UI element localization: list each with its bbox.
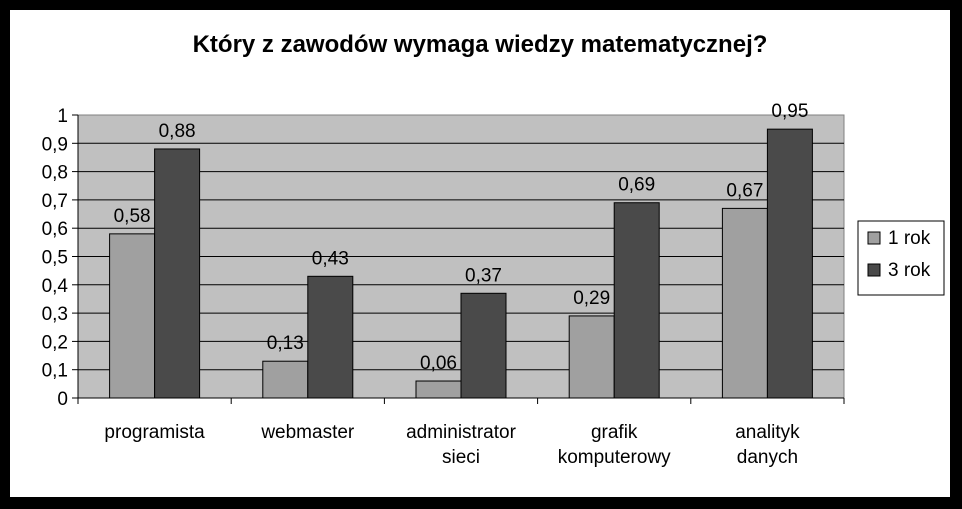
y-tick-label: 0,1 (42, 361, 68, 382)
y-tick-label: 1 (57, 106, 68, 127)
bar-1-rok (415, 380, 462, 399)
bar-chart: Który z zawodów wymaga wiedzy matematycz… (42, 31, 945, 468)
bar-3-rok (460, 292, 507, 399)
chart-area: Który z zawodów wymaga wiedzy matematycz… (10, 10, 950, 497)
bar-3-rok (154, 148, 201, 399)
data-label: 0,13 (267, 333, 304, 354)
x-category-label: grafik (591, 422, 638, 443)
y-tick-label: 0,6 (42, 219, 68, 240)
bar-3-rok (766, 128, 813, 399)
y-tick-label: 0,4 (42, 276, 69, 297)
y-tick-label: 0,2 (42, 332, 68, 353)
x-category-label: danych (737, 447, 798, 468)
y-tick-label: 0,7 (42, 191, 68, 212)
data-labels: 0,58 0,88 0,13 0,43 0,06 0,37 0,29 0,69 0,67 0,95 (114, 101, 809, 374)
y-tick-label: 0,3 (42, 304, 68, 325)
data-label: 0,95 (771, 101, 808, 122)
data-label: 0,43 (312, 248, 349, 269)
data-label: 0,69 (618, 175, 655, 196)
y-axis: 0 0,1 0,2 0,3 0,4 0,5 0,6 0,7 0,8 0,9 1 (42, 106, 79, 410)
legend-label: 1 rok (888, 228, 931, 249)
x-category-label: administrator (406, 422, 516, 443)
bar-3-rok (307, 275, 354, 399)
bar-1-rok (721, 207, 768, 399)
data-label: 0,37 (465, 265, 502, 286)
x-category-label: webmaster (260, 422, 355, 443)
bars (109, 128, 813, 399)
x-axis: programista webmaster administrator sieci gr… (77, 397, 845, 468)
data-label: 0,06 (420, 353, 457, 374)
data-label: 0,88 (159, 121, 196, 142)
bar-1-rok (568, 315, 615, 399)
chart-title: Który z zawodów wymaga wiedzy matematycz… (193, 31, 768, 58)
y-tick-label: 0,9 (42, 134, 68, 155)
y-tick-label: 0,8 (42, 163, 68, 184)
x-category-label: sieci (442, 447, 480, 468)
data-label: 0,67 (726, 180, 763, 201)
bar-3-rok (613, 202, 660, 399)
x-category-label: analityk (735, 422, 800, 443)
legend-swatch (867, 231, 881, 245)
data-label: 0,58 (114, 206, 151, 227)
x-category-label: komputerowy (558, 447, 671, 468)
y-tick-label: 0,5 (42, 248, 68, 269)
bar-1-rok (109, 233, 156, 399)
gridlines (78, 142, 844, 371)
legend-swatch (867, 263, 881, 277)
x-category-label: programista (104, 422, 205, 443)
legend: 1 rok 3 rok (857, 220, 945, 296)
bar-1-rok (262, 360, 309, 399)
y-tick-label: 0 (57, 389, 68, 410)
data-label: 0,29 (573, 288, 610, 309)
legend-label: 3 rok (888, 260, 931, 281)
